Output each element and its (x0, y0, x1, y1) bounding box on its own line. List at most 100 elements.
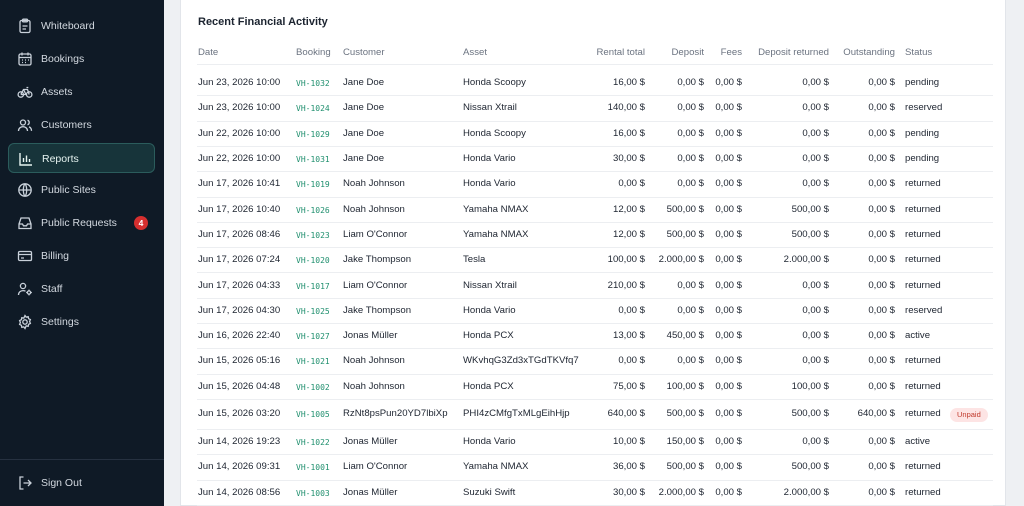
cell-fees: 0,00 $ (715, 228, 742, 240)
sidebar-item-label: Public Sites (41, 184, 96, 196)
unpaid-badge: Unpaid (950, 407, 988, 422)
cell-rental-total: 30,00 $ (612, 153, 645, 165)
cell-status: returned (905, 408, 941, 420)
clipboard-icon (17, 18, 33, 34)
cell-deposit: 0,00 $ (677, 77, 704, 89)
cell-status: pending (905, 77, 940, 89)
column-header-deposit: Deposit (671, 47, 704, 58)
cell-booking[interactable]: VH-1025 (296, 306, 330, 316)
cell-outstanding: 640,00 $ (857, 408, 895, 420)
sidebar-item-reports[interactable]: Reports (8, 143, 155, 173)
sidebar-item-label: Public Requests (41, 217, 117, 229)
bicycle-icon (17, 84, 33, 100)
cell-deposit: 500,00 $ (666, 408, 704, 420)
sidebar-item-settings[interactable]: Settings (8, 307, 155, 337)
cell-booking[interactable]: VH-1027 (296, 332, 330, 342)
cell-status: returned (905, 486, 941, 498)
cell-asset: Honda Scoopy (463, 77, 526, 89)
cell-deposit-returned: 0,00 $ (802, 102, 829, 114)
cell-booking[interactable]: VH-1031 (296, 155, 330, 165)
row-divider (197, 297, 993, 299)
cell-booking[interactable]: VH-1005 (296, 410, 330, 420)
cell-outstanding: 0,00 $ (868, 102, 895, 114)
cell-booking[interactable]: VH-1021 (296, 357, 330, 367)
cell-deposit: 0,00 $ (677, 304, 704, 316)
cell-date: Jun 15, 2026 04:48 (198, 380, 281, 392)
cell-date: Jun 17, 2026 10:41 (198, 178, 281, 190)
cell-outstanding: 0,00 $ (868, 203, 895, 215)
cell-customer: Jane Doe (343, 153, 385, 165)
cell-fees: 0,00 $ (715, 279, 742, 291)
cell-outstanding: 0,00 $ (868, 279, 895, 291)
cell-deposit-returned: 0,00 $ (802, 153, 829, 165)
sign-out-button[interactable]: Sign Out (8, 468, 155, 498)
cell-fees: 0,00 $ (715, 153, 742, 165)
cell-rental-total: 0,00 $ (618, 304, 645, 316)
cell-asset: Suzuki Swift (463, 486, 516, 498)
cell-booking[interactable]: VH-1003 (296, 488, 330, 498)
sign-out-label: Sign Out (41, 477, 82, 489)
cell-date: Jun 16, 2026 22:40 (198, 330, 281, 342)
cell-deposit-returned: 0,00 $ (802, 279, 829, 291)
row-divider (197, 247, 993, 249)
cell-date: Jun 15, 2026 03:20 (198, 408, 281, 420)
cell-fees: 0,00 $ (715, 461, 742, 473)
cell-rental-total: 13,00 $ (612, 330, 645, 342)
cell-booking[interactable]: VH-1023 (296, 230, 330, 240)
cell-fees: 0,00 $ (715, 330, 742, 342)
cell-status: reserved (905, 304, 943, 316)
cell-booking[interactable]: VH-1019 (296, 180, 330, 190)
notification-badge: 4 (134, 216, 148, 230)
cell-deposit: 500,00 $ (666, 461, 704, 473)
cell-asset: WKvhqG3Zd3xTGdTKVfq7 (463, 355, 579, 367)
cell-deposit-returned: 100,00 $ (791, 380, 829, 392)
cell-booking[interactable]: VH-1022 (296, 438, 330, 448)
cell-booking[interactable]: VH-1020 (296, 256, 330, 266)
row-divider (197, 120, 993, 122)
cell-fees: 0,00 $ (715, 436, 742, 448)
cell-customer: Noah Johnson (343, 203, 405, 215)
cell-deposit-returned: 0,00 $ (802, 355, 829, 367)
sidebar-item-billing[interactable]: Billing (8, 241, 155, 271)
cell-deposit-returned: 0,00 $ (802, 77, 829, 89)
cell-customer: Jake Thompson (343, 304, 412, 316)
sidebar-item-public-sites[interactable]: Public Sites (8, 175, 155, 205)
users-icon (17, 117, 33, 133)
user-gear-icon (17, 281, 33, 297)
cell-booking[interactable]: VH-1024 (296, 104, 330, 114)
cell-booking[interactable]: VH-1029 (296, 129, 330, 139)
sidebar-item-customers[interactable]: Customers (8, 110, 155, 140)
cell-status: returned (905, 228, 941, 240)
cell-status: pending (905, 127, 940, 139)
sidebar-item-staff[interactable]: Staff (8, 274, 155, 304)
cell-deposit: 0,00 $ (677, 178, 704, 190)
cell-booking[interactable]: VH-1017 (296, 281, 330, 291)
sidebar-divider (0, 459, 164, 460)
cell-date: Jun 14, 2026 08:56 (198, 486, 281, 498)
column-header-rental-total: Rental total (596, 47, 645, 58)
cell-fees: 0,00 $ (715, 486, 742, 498)
cell-fees: 0,00 $ (715, 355, 742, 367)
cell-asset: Tesla (463, 254, 486, 266)
sidebar-item-public-requests[interactable]: Public Requests 4 (8, 208, 155, 238)
cell-rental-total: 10,00 $ (612, 436, 645, 448)
cell-deposit: 2.000,00 $ (658, 254, 704, 266)
row-divider (197, 323, 993, 324)
cell-customer: Jonas Müller (343, 436, 398, 448)
cell-asset: Nissan Xtrail (463, 279, 517, 291)
sidebar-item-whiteboard[interactable]: Whiteboard (8, 11, 155, 41)
sidebar-item-bookings[interactable]: Bookings (8, 44, 155, 74)
sidebar-item-assets[interactable]: Assets (8, 77, 155, 107)
cell-booking[interactable]: VH-1001 (296, 463, 330, 473)
cell-customer: Jonas Müller (343, 330, 398, 342)
cell-date: Jun 14, 2026 19:23 (198, 436, 281, 448)
row-divider (197, 95, 993, 97)
cell-customer: Noah Johnson (343, 380, 405, 392)
cell-asset: Honda Vario (463, 178, 516, 190)
cell-date: Jun 17, 2026 04:33 (198, 279, 281, 291)
cell-status: returned (905, 380, 941, 392)
cell-booking[interactable]: VH-1002 (296, 382, 330, 392)
cell-fees: 0,00 $ (715, 102, 742, 114)
cell-booking[interactable]: VH-1032 (296, 79, 330, 89)
cell-booking[interactable]: VH-1026 (296, 205, 330, 215)
